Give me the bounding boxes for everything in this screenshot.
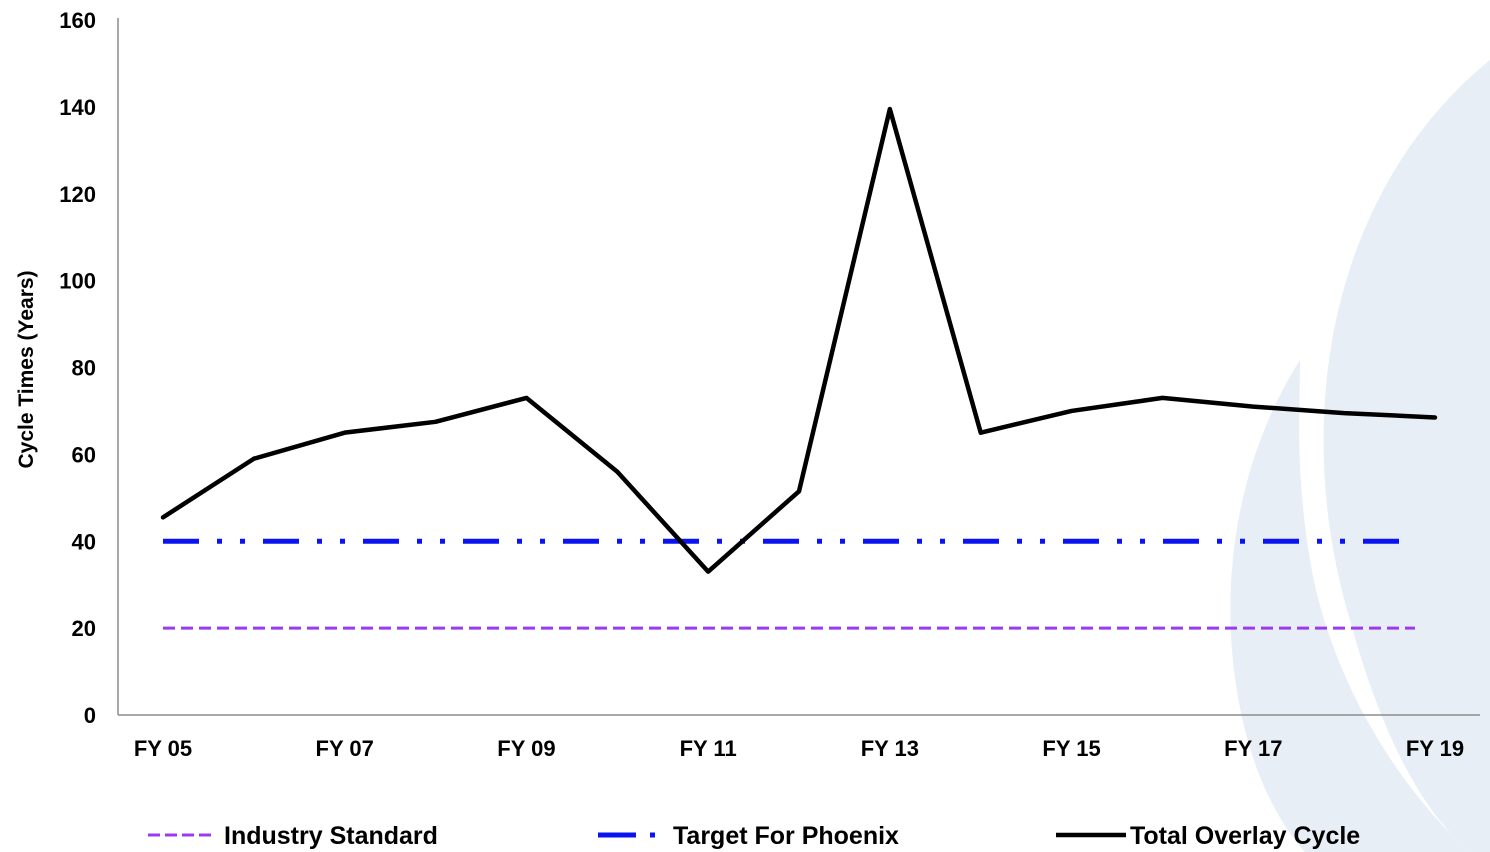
x-tick-label: FY 11 — [680, 736, 737, 761]
legend-label: Target For Phoenix — [673, 822, 899, 850]
y-axis-title: Cycle Times (Years) — [15, 270, 38, 468]
chart-legend: Industry Standard Target For Phoenix Total… — [148, 822, 1360, 850]
y-axis-ticks: 0 20 40 60 80 100 120 140 160 — [59, 8, 96, 728]
watermark-swoosh-inner — [1230, 360, 1470, 852]
x-tick-label: FY 13 — [861, 736, 919, 761]
x-axis-ticks: FY 05 FY 07 FY 09 FY 11 FY 13 FY 15 FY 17 FY 19 — [134, 736, 1464, 761]
legend-label: Total Overlay Cycle — [1130, 822, 1360, 850]
chart-series — [160, 106, 1438, 630]
x-tick-label: FY 19 — [1406, 736, 1464, 761]
y-tick-label: 160 — [59, 8, 96, 33]
x-tick-label: FY 17 — [1224, 736, 1282, 761]
x-tick-label: FY 07 — [316, 736, 374, 761]
watermark-logo — [1230, 60, 1490, 852]
legend-label: Industry Standard — [224, 822, 438, 850]
x-tick-label: FY 05 — [134, 736, 192, 761]
y-tick-label: 0 — [84, 703, 96, 728]
y-tick-label: 140 — [59, 95, 96, 120]
x-tick-label: FY 09 — [497, 736, 555, 761]
y-tick-label: 100 — [59, 269, 96, 294]
watermark-swoosh-outer — [1323, 60, 1490, 852]
y-tick-label: 60 — [72, 442, 96, 467]
x-tick-label: FY 15 — [1042, 736, 1100, 761]
y-tick-label: 80 — [72, 356, 96, 381]
y-tick-label: 120 — [59, 182, 96, 207]
series-line-total-overlay-cycle — [160, 106, 1438, 574]
y-tick-label: 20 — [72, 616, 96, 641]
y-tick-label: 40 — [72, 529, 96, 554]
y-axis-title-group: Cycle Times (Years) — [15, 270, 38, 468]
chart-axes — [117, 18, 1480, 716]
